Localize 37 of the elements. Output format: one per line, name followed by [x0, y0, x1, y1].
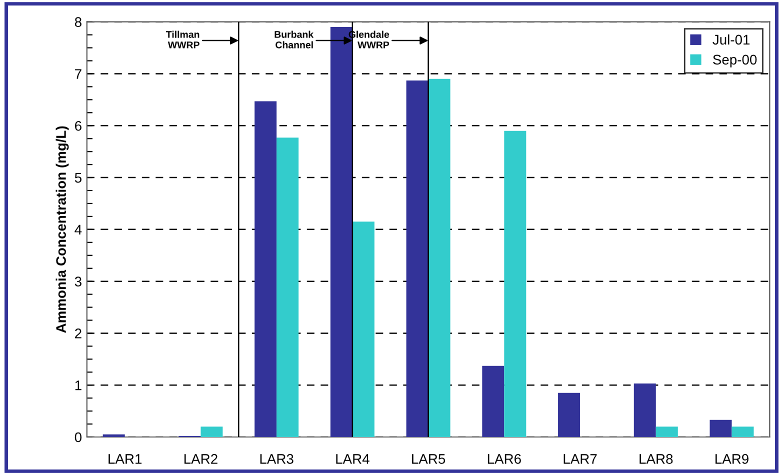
bar — [710, 420, 732, 437]
x-tick-label: LAR5 — [412, 454, 446, 464]
x-tick-label: LAR2 — [184, 454, 218, 464]
x-tick-label: LAR9 — [716, 454, 748, 464]
y-tick-label: 2 — [75, 328, 82, 338]
bar — [634, 384, 656, 437]
legend-label: Jul-01 — [712, 34, 750, 45]
y-tick-label: 5 — [74, 173, 82, 183]
x-tick-label: LAR3 — [260, 454, 294, 464]
bar — [732, 426, 754, 437]
bar — [254, 101, 277, 437]
y-axis-title: Ammonia Concentration (mg/L) — [56, 126, 69, 333]
y-tick-label: 0 — [74, 432, 82, 442]
x-tick-label: LAR7 — [564, 454, 597, 464]
bar — [428, 78, 450, 437]
ref-line-label: Burbank Channel — [274, 30, 314, 48]
y-tick-label: 8 — [74, 17, 82, 28]
y-tick-label: 3 — [74, 276, 82, 286]
x-tick-label: LAR8 — [640, 454, 673, 464]
legend-label: Sep-00 — [713, 54, 757, 68]
y-tick-label: 4 — [74, 224, 82, 234]
annotation: Tillman WWRP — [166, 30, 200, 48]
bar — [482, 366, 504, 437]
y-tick-label: 1 — [75, 380, 82, 390]
y-tick-label: 6 — [75, 120, 82, 131]
bar — [504, 130, 526, 437]
bar — [656, 426, 678, 437]
bar — [276, 138, 299, 437]
bar — [102, 434, 125, 437]
bar — [200, 426, 223, 437]
bar — [352, 222, 374, 437]
bar — [558, 392, 580, 437]
x-tick-label: LAR1 — [108, 454, 142, 464]
x-tick-label: LAR4 — [336, 454, 370, 464]
bar — [406, 80, 428, 437]
y-tick-label: 7 — [75, 69, 82, 79]
x-tick-label: LAR6 — [488, 454, 521, 464]
